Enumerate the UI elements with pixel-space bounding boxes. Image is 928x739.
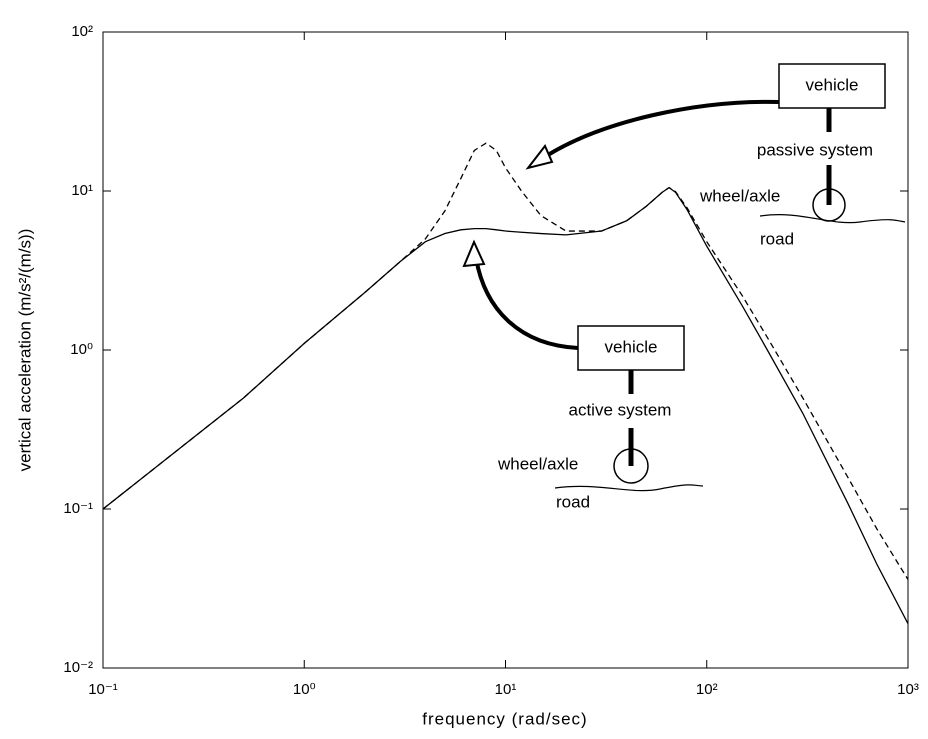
annotation: road (760, 229, 794, 248)
annotation: wheel/axle (699, 186, 780, 205)
chart: frequency (rad/sec) vertical acceleratio… (0, 0, 928, 734)
x-tick-label: 10¹ (495, 681, 517, 698)
y-tick-label: 10⁻¹ (63, 500, 93, 517)
y-tick-label: 10⁰ (70, 341, 93, 358)
schematics (464, 64, 905, 491)
arrowhead (464, 242, 484, 266)
annotation: active system (569, 400, 672, 419)
y-tick-label: 10¹ (71, 182, 93, 199)
x-tick-label: 10³ (897, 681, 919, 698)
series-line (103, 143, 908, 579)
x-tick-label: 10⁰ (293, 681, 316, 698)
y-axis-label: vertical acceleration (m/s²/(m/s)) (15, 229, 34, 472)
y-tick-label: 10⁻² (63, 659, 93, 676)
x-tick-label: 10⁻¹ (88, 681, 118, 698)
x-tick-label: 10² (696, 681, 718, 698)
annotation: vehicle (806, 75, 859, 94)
annotation: road (556, 492, 590, 511)
plot-frame (103, 32, 908, 668)
arrowhead (528, 146, 552, 168)
road-line (760, 215, 905, 223)
x-axis-label: frequency (rad/sec) (422, 709, 587, 728)
annotation: passive system (757, 140, 873, 159)
y-tick-label: 10² (71, 23, 93, 40)
road-line (555, 485, 703, 491)
series-line (103, 188, 908, 624)
arrow (476, 258, 578, 348)
annotation: vehicle (605, 337, 658, 356)
arrow (540, 102, 779, 160)
annotation: wheel/axle (497, 454, 578, 473)
